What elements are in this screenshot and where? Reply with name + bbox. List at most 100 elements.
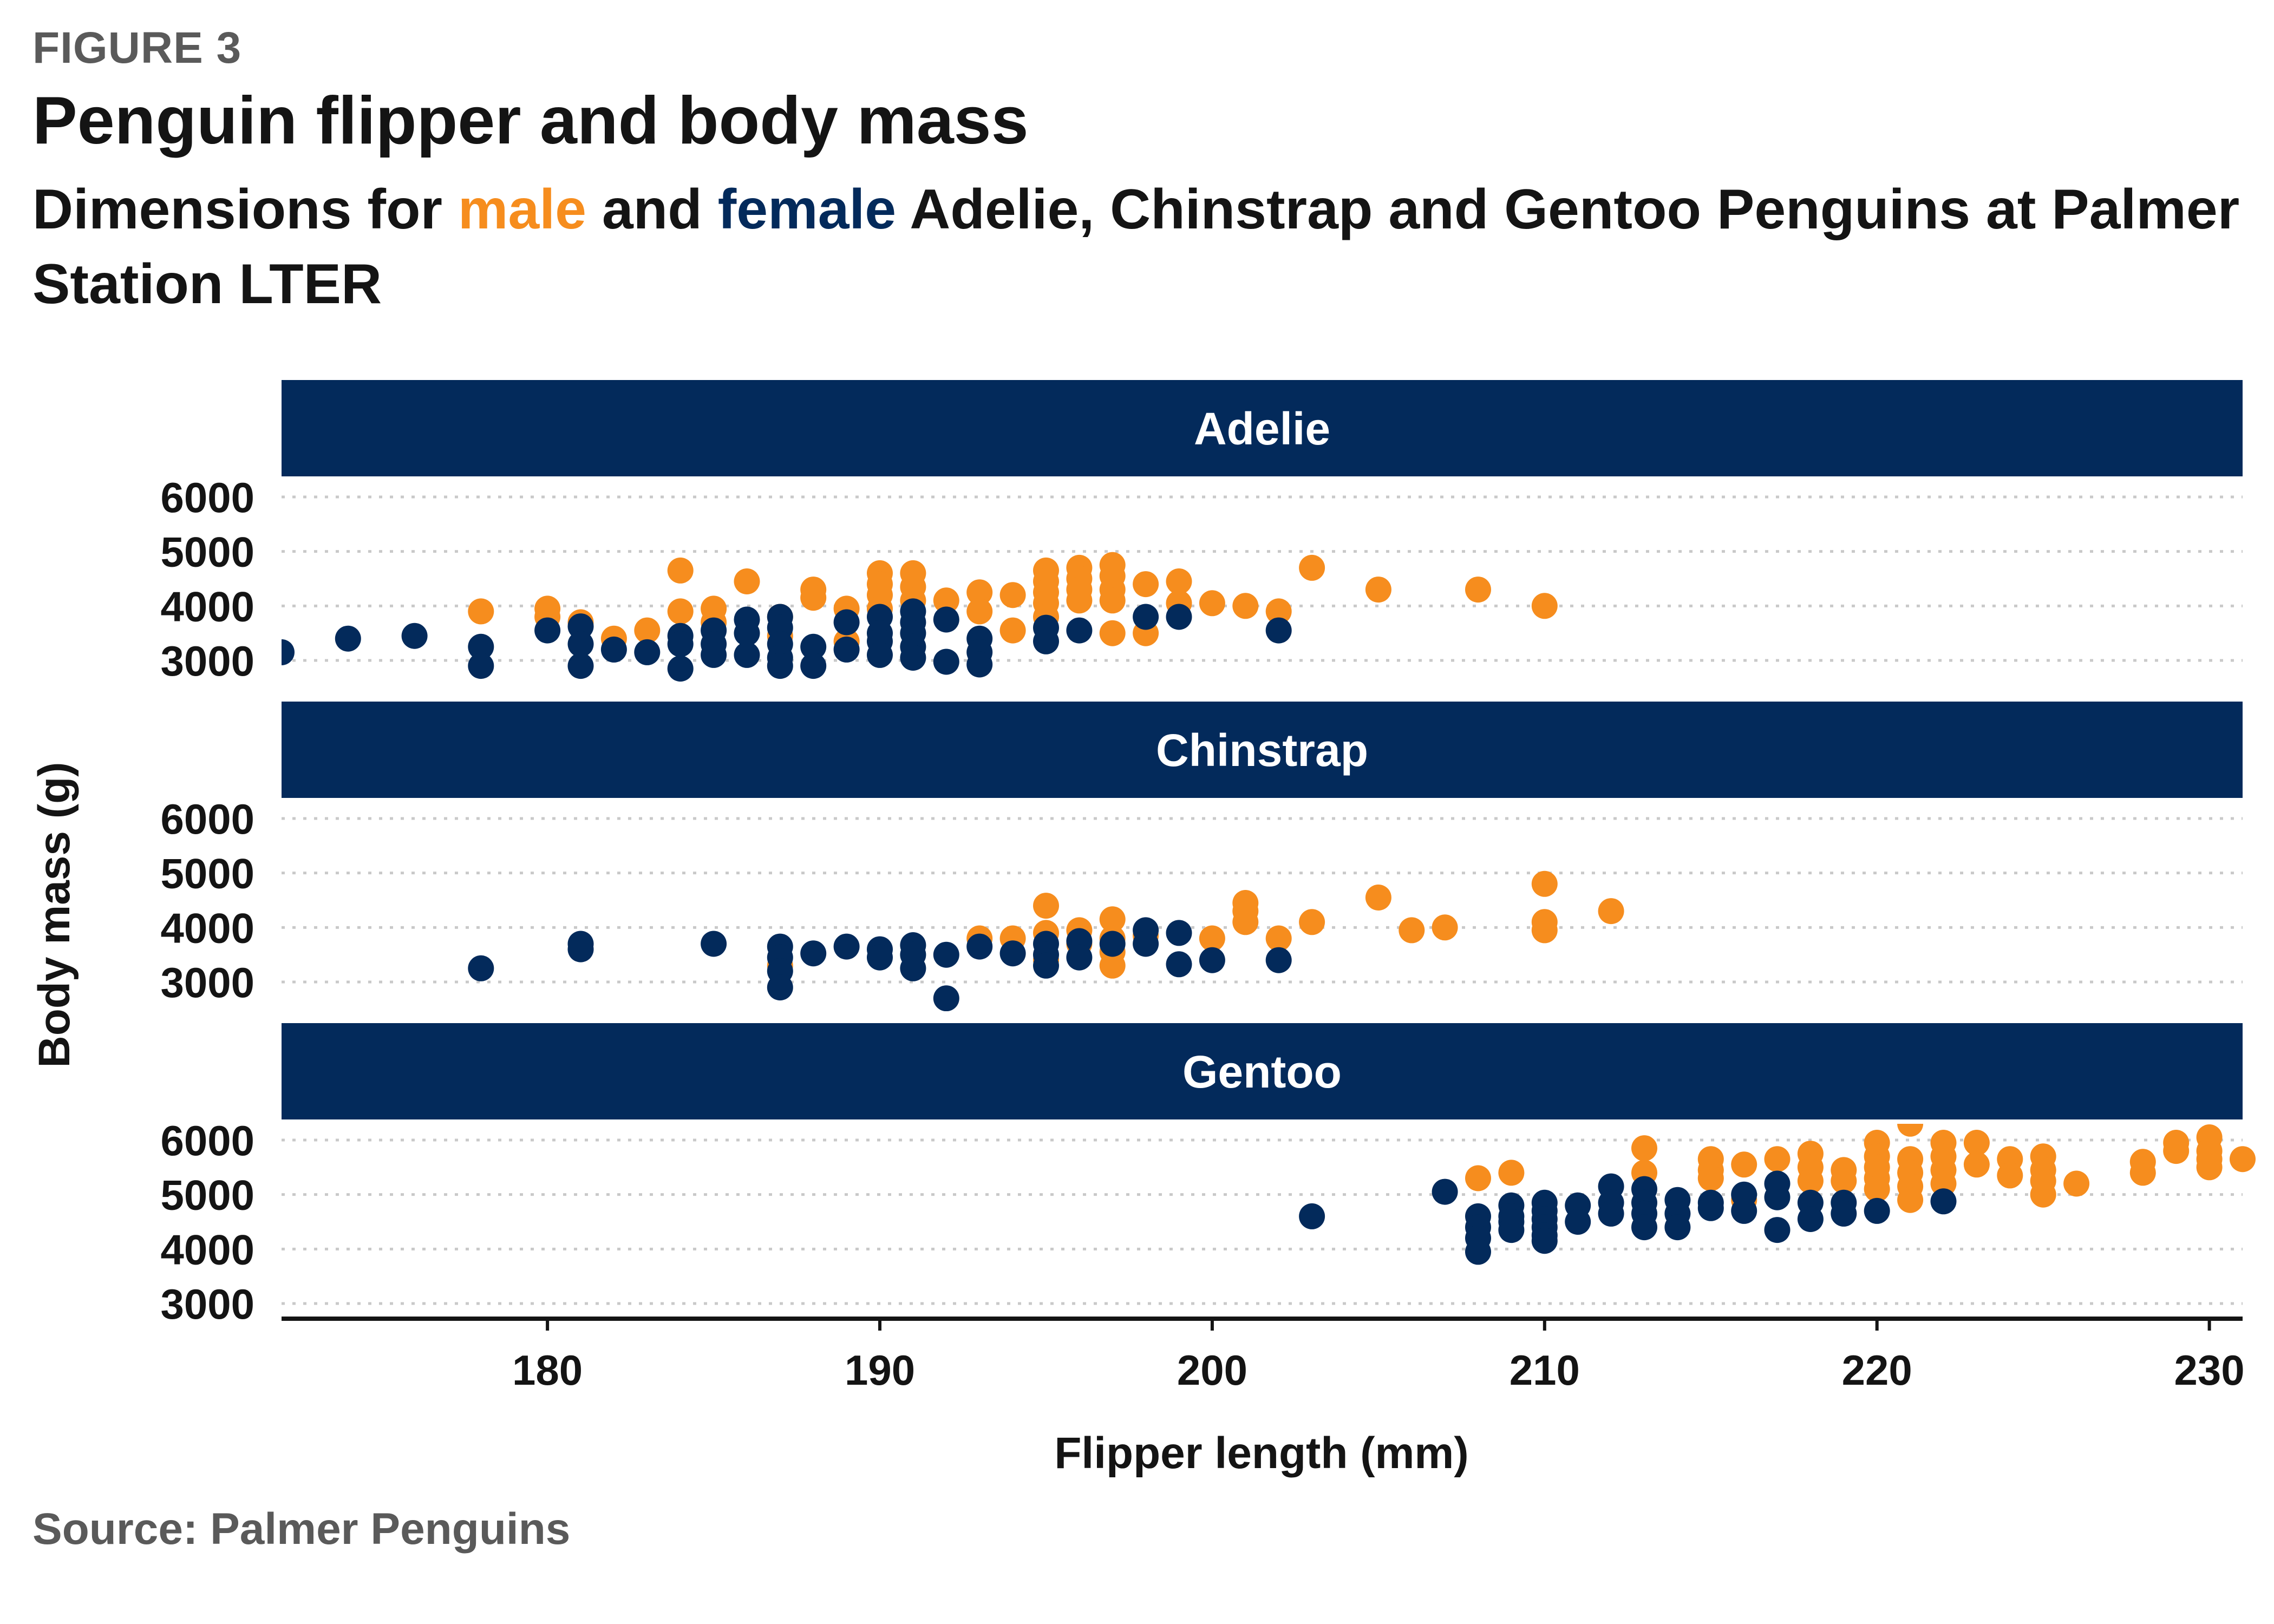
point-female (1299, 1203, 1325, 1229)
facet-gentoo: Gentoo 3000 4000 5000 6000 (160, 1023, 2256, 1328)
facet-strip-label: Chinstrap (1156, 725, 1368, 776)
point-female (468, 633, 494, 660)
y-tick-label: 5000 (160, 528, 254, 576)
y-tick-label: 6000 (160, 1117, 254, 1164)
point-female (1066, 617, 1093, 644)
point-male (966, 579, 993, 606)
point-male (1831, 1168, 1857, 1194)
point-female (567, 631, 594, 657)
point-male (1897, 1124, 1924, 1137)
point-female (1531, 1228, 1558, 1254)
point-male (1930, 1170, 1957, 1197)
x-axis: 180 190 200 210 220 230 (282, 1317, 2245, 1394)
point-male (1531, 870, 1558, 897)
point-male (2230, 1146, 2256, 1173)
point-female (667, 656, 694, 682)
y-axis-title: Body mass (g) (30, 762, 79, 1068)
point-male (1099, 620, 1126, 646)
point-female (933, 606, 959, 633)
point-female (1598, 1200, 1624, 1227)
y-tick-label: 6000 (160, 474, 254, 521)
point-female (933, 941, 959, 968)
point-female (833, 636, 860, 663)
x-tick-label: 200 (1177, 1346, 1247, 1394)
point-male (1399, 917, 1425, 944)
chart-title: Penguin flipper and body mass (32, 83, 1029, 158)
point-female (1731, 1197, 1757, 1224)
subtitle-suffix: Adelie, Chinstrap and Gentoo Penguins at… (32, 178, 2240, 316)
point-female (966, 651, 993, 678)
y-tick-label: 3000 (160, 1280, 254, 1328)
point-male (1099, 906, 1126, 933)
point-female (468, 955, 494, 981)
point-female (1033, 952, 1059, 979)
subtitle-prefix: Dimensions for (32, 178, 458, 241)
point-female (833, 933, 860, 960)
point-male (999, 617, 1026, 644)
x-tick-label: 220 (1842, 1346, 1912, 1394)
point-female (567, 936, 594, 962)
facet-strip (282, 1023, 2243, 1119)
point-female (1631, 1214, 1657, 1241)
point-female (1099, 931, 1126, 957)
chart-subtitle: Dimensions for male and female Adelie, C… (32, 172, 2252, 322)
point-male (1232, 909, 1259, 935)
point-male (1731, 1151, 1757, 1178)
point-female (701, 931, 727, 957)
point-male (1232, 593, 1259, 619)
point-female (1066, 944, 1093, 971)
facet-chinstrap: Chinstrap 3000 4000 5000 6000 (160, 702, 2243, 1011)
point-female (1133, 604, 1159, 630)
point-male (800, 585, 827, 611)
x-tick-label: 180 (512, 1346, 583, 1394)
point-female (867, 944, 893, 971)
point-male (1033, 893, 1059, 919)
point-female (933, 649, 959, 675)
point-male (1797, 1168, 1824, 1194)
point-male (966, 598, 993, 625)
y-tick-label: 4000 (160, 1226, 254, 1273)
point-male (1631, 1135, 1657, 1162)
point-male (2030, 1181, 2056, 1208)
point-female (335, 625, 361, 652)
point-female (1664, 1214, 1691, 1241)
point-male (667, 598, 694, 625)
point-female (734, 620, 760, 646)
point-female (767, 974, 793, 1001)
point-male (1465, 577, 1491, 603)
point-female (1265, 617, 1292, 644)
figure-label: FIGURE 3 (32, 23, 242, 73)
point-male (2163, 1138, 2190, 1164)
subtitle-mid: and (586, 178, 718, 241)
y-tick-label: 6000 (160, 795, 254, 843)
points-group (468, 870, 1624, 1011)
point-female (1930, 1188, 1957, 1215)
point-female (282, 639, 295, 665)
x-axis-title: Flipper length (mm) (1054, 1429, 1468, 1478)
point-female (534, 617, 561, 644)
x-tick-label: 210 (1510, 1346, 1580, 1394)
point-male (1465, 1165, 1491, 1191)
point-female (468, 653, 494, 679)
y-tick-label: 5000 (160, 1171, 254, 1219)
point-female (1265, 947, 1292, 973)
point-male (734, 568, 760, 594)
point-male (1099, 587, 1126, 614)
point-female (933, 985, 959, 1011)
point-female (734, 641, 760, 668)
point-male (468, 598, 494, 625)
point-female (1465, 1239, 1491, 1265)
facets-group: Adelie 3000 4000 5000 6000 Chinstrap 3000 4000 5… (160, 380, 2256, 1328)
point-female (1764, 1217, 1791, 1243)
point-male (933, 587, 959, 614)
point-male (1299, 909, 1325, 935)
point-female (833, 609, 860, 636)
point-female (667, 631, 694, 657)
point-male (1299, 554, 1325, 581)
source-note: Source: Palmer Penguins (32, 1504, 571, 1554)
point-female (1166, 920, 1192, 946)
point-male (667, 557, 694, 584)
point-female (900, 645, 926, 671)
point-male (2063, 1170, 2090, 1197)
point-male (1963, 1130, 1990, 1156)
